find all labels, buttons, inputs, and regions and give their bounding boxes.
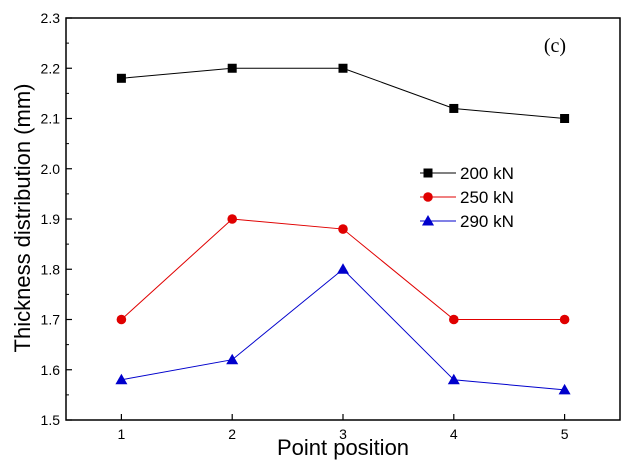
data-point	[115, 373, 128, 385]
series-0	[116, 63, 570, 123]
y-tick-label: 2.1	[41, 111, 61, 127]
series-1	[116, 214, 570, 325]
data-point	[116, 314, 127, 325]
y-tick-label: 1.8	[41, 261, 61, 277]
legend-entry: 250 kN	[420, 188, 514, 207]
x-tick-label: 2	[228, 426, 236, 442]
data-point	[337, 263, 349, 274]
x-tick-label: 3	[339, 426, 347, 442]
plot-area: 1.5 1.6 1.7 1.8 1.9 2.0 2.1 2.2 2.3 1 2 3 4 5	[41, 10, 621, 442]
series-line	[121, 67, 565, 119]
legend-marker	[423, 192, 433, 202]
data-point	[449, 314, 459, 325]
data-point	[338, 63, 348, 73]
y-tick-label: 1.9	[41, 211, 61, 227]
legend-entry: 290 kN	[420, 212, 514, 231]
series-2	[115, 263, 571, 395]
y-tick-label: 2.3	[41, 10, 61, 26]
x-axis-title: Point position	[277, 435, 409, 460]
data-point	[226, 353, 239, 365]
data-point	[560, 114, 570, 123]
data-point	[227, 214, 237, 224]
legend: 200 kN 250 kN 290 kN	[420, 164, 514, 231]
series-line	[121, 268, 565, 391]
panel-label: (c)	[544, 35, 566, 57]
legend-marker	[422, 215, 434, 226]
x-tick-label: 1	[118, 426, 126, 442]
legend-entry: 200 kN	[420, 164, 514, 183]
legend-label: 200 kN	[460, 164, 514, 183]
x-tick-label: 4	[450, 426, 458, 442]
plot-frame	[65, 17, 621, 421]
y-tick-label: 1.5	[41, 412, 61, 428]
y-tick-label: 2.2	[41, 60, 61, 76]
y-tick-label: 1.6	[41, 362, 61, 378]
data-point	[559, 314, 570, 325]
data-point	[449, 103, 459, 113]
legend-label: 250 kN	[460, 188, 514, 207]
x-tick-label: 5	[561, 426, 569, 442]
y-tick-label: 1.7	[41, 312, 61, 328]
data-point	[116, 73, 126, 83]
data-point	[447, 373, 460, 385]
legend-label: 290 kN	[460, 212, 514, 231]
y-axis-title: Thickness distribution (mm)	[10, 84, 35, 353]
data-point	[227, 63, 237, 73]
y-tick-label: 2.0	[41, 161, 61, 177]
data-point	[558, 383, 571, 395]
legend-marker	[423, 168, 433, 178]
data-point	[338, 224, 348, 234]
